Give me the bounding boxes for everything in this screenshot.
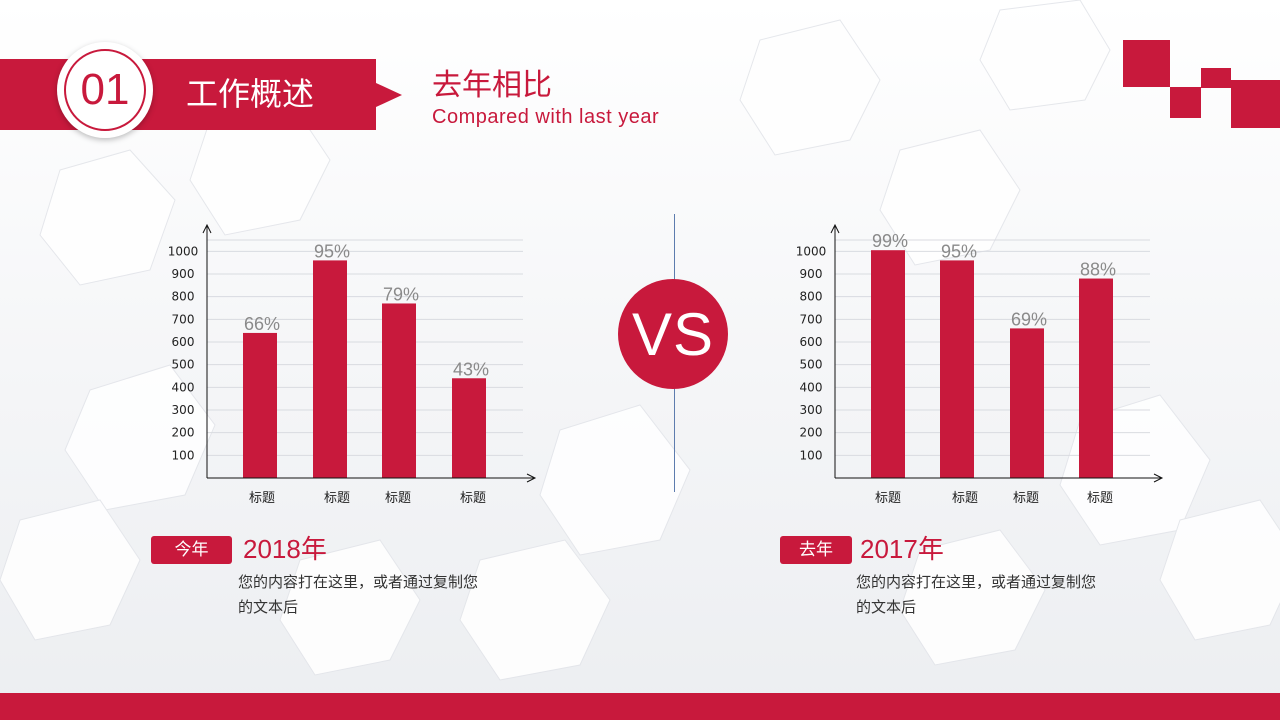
y-tick-label: 900 bbox=[172, 267, 195, 281]
footer-bar bbox=[0, 693, 1280, 720]
bar bbox=[871, 250, 905, 478]
tag-last-year: 去年 bbox=[780, 536, 852, 564]
data-label: 69% bbox=[1011, 309, 1047, 329]
category-label: 标题 bbox=[460, 491, 486, 506]
bar bbox=[940, 260, 974, 478]
page-subtitle: Compared with last year bbox=[432, 106, 660, 128]
tag-this-year: 今年 bbox=[151, 536, 232, 564]
y-tick-label: 1000 bbox=[168, 244, 199, 258]
page-title: 去年相比 bbox=[432, 68, 552, 103]
data-label: 88% bbox=[1080, 260, 1116, 280]
bar bbox=[1010, 328, 1044, 478]
category-label: 标题 bbox=[324, 491, 350, 506]
y-tick-label: 200 bbox=[172, 426, 195, 440]
y-tick-label: 800 bbox=[800, 290, 823, 304]
data-label: 43% bbox=[453, 359, 489, 379]
section-number: 01 bbox=[64, 49, 146, 131]
decor-square bbox=[1170, 87, 1201, 118]
bar bbox=[452, 378, 486, 478]
y-tick-label: 700 bbox=[800, 312, 823, 326]
decor-square bbox=[1201, 68, 1231, 88]
y-tick-label: 100 bbox=[800, 448, 823, 462]
y-tick-label: 500 bbox=[800, 358, 823, 372]
y-tick-label: 600 bbox=[800, 335, 823, 349]
y-tick-label: 200 bbox=[800, 426, 823, 440]
x-axis-arrow-icon bbox=[1153, 473, 1164, 483]
data-label: 79% bbox=[383, 284, 419, 304]
category-label: 标题 bbox=[875, 491, 901, 506]
y-tick-label: 600 bbox=[172, 335, 195, 349]
panel-description: 您的内容打在这里，或者通过复制您的文本后 bbox=[238, 573, 479, 616]
category-label: 标题 bbox=[1087, 491, 1113, 506]
data-label: 95% bbox=[314, 241, 350, 261]
y-tick-label: 300 bbox=[800, 403, 823, 417]
x-axis-arrow-icon bbox=[526, 473, 537, 483]
data-label: 99% bbox=[872, 231, 908, 251]
y-axis-arrow-icon bbox=[830, 223, 840, 234]
category-label: 标题 bbox=[249, 491, 275, 506]
decor-square bbox=[1123, 40, 1170, 87]
y-tick-label: 100 bbox=[172, 448, 195, 462]
vs-badge: VS bbox=[618, 279, 728, 389]
panel-description: 您的内容打在这里，或者通过复制您的文本后 bbox=[856, 573, 1097, 616]
ribbon-arrow-icon bbox=[376, 83, 402, 107]
section-number-badge: 01 bbox=[57, 42, 153, 138]
y-tick-label: 300 bbox=[172, 403, 195, 417]
y-tick-label: 900 bbox=[800, 267, 823, 281]
y-tick-label: 400 bbox=[800, 380, 823, 394]
y-tick-label: 700 bbox=[172, 312, 195, 326]
year-label-2018: 2018年 bbox=[243, 534, 327, 564]
y-tick-label: 400 bbox=[172, 380, 195, 394]
decor-square bbox=[1231, 80, 1280, 128]
y-tick-label: 1000 bbox=[796, 244, 827, 258]
data-label: 95% bbox=[941, 241, 977, 261]
y-tick-label: 500 bbox=[172, 358, 195, 372]
bar bbox=[1079, 278, 1113, 478]
y-axis-arrow-icon bbox=[202, 223, 212, 234]
bar bbox=[382, 303, 416, 478]
year-label-2017: 2017年 bbox=[860, 534, 944, 564]
category-label: 标题 bbox=[952, 491, 978, 506]
bar bbox=[243, 332, 277, 478]
category-label: 标题 bbox=[1013, 491, 1039, 506]
data-label: 66% bbox=[244, 314, 280, 334]
bar bbox=[313, 260, 347, 478]
category-label: 标题 bbox=[385, 491, 411, 506]
section-title: 工作概述 bbox=[186, 75, 315, 113]
y-tick-label: 800 bbox=[172, 290, 195, 304]
